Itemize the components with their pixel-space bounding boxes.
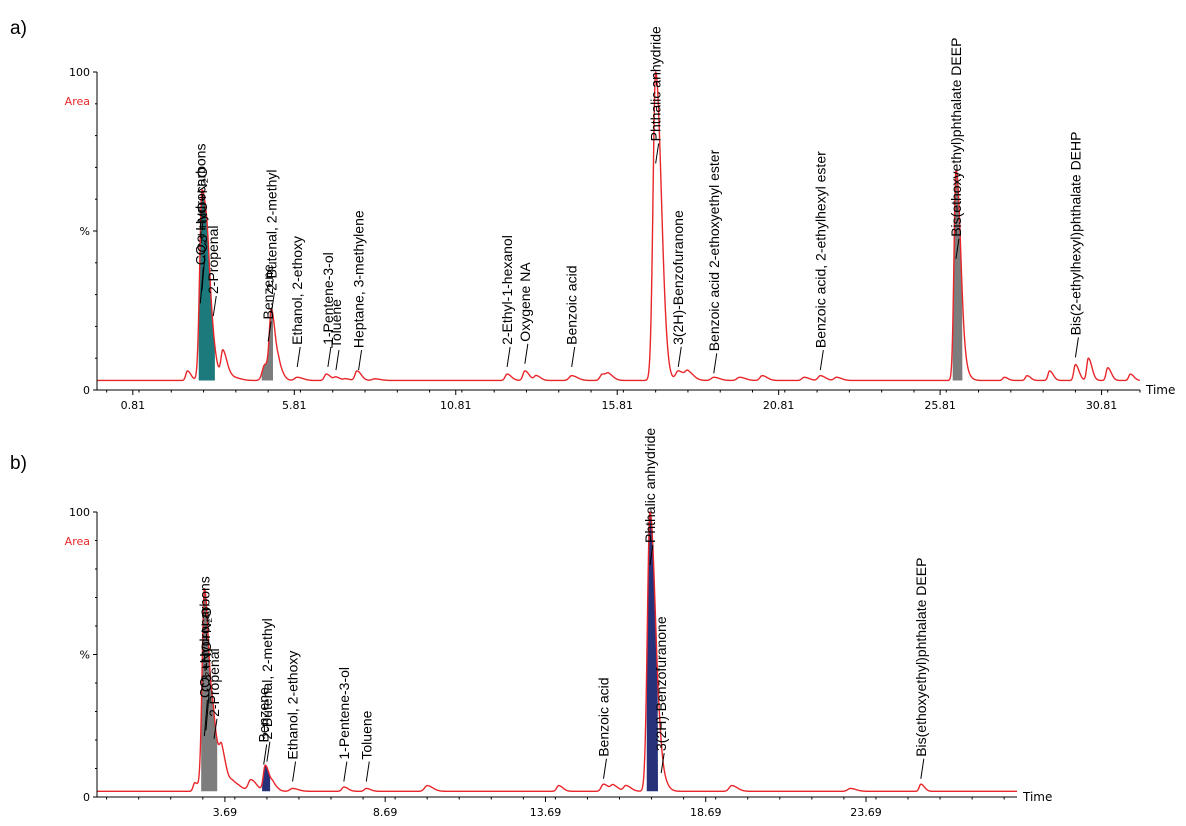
peak-annotation: Bis(ethoxyethyl)phthalate DEEP — [913, 558, 929, 757]
peak-annotation: Ethanol, 2-ethoxy — [289, 236, 305, 345]
peak-annotation: Benzene — [256, 687, 272, 742]
annotation-leader — [267, 321, 272, 342]
y-tick-label: 0 — [83, 791, 90, 804]
x-tick-label: 18.69 — [690, 806, 722, 819]
peak-annotation: Bis(2-ethylhexyl)phthalate DEHP — [1067, 132, 1083, 336]
peak-annotation: Phthalic anhydride — [648, 26, 664, 141]
x-tick-label: 8.69 — [373, 806, 398, 819]
chart-b: 100% 0 Area 3.69 8.69 13.69 18.69 23.69 Time CO₂+… — [65, 428, 1053, 819]
y-tick-label: % — [80, 225, 90, 238]
annotation-leader — [201, 254, 206, 291]
annotation-leader — [335, 350, 340, 371]
x-tick-label: 20.81 — [763, 399, 795, 412]
annotation-leader — [571, 346, 576, 367]
area-label: Area — [65, 535, 90, 548]
peak-annotation: Ethanol, 2-ethoxy — [285, 651, 301, 760]
peak-annotation: Oxygene NA — [517, 262, 533, 342]
peak-fill — [201, 588, 218, 792]
peak-annotation: Toluene — [328, 299, 344, 348]
annotation-leader — [649, 544, 654, 566]
peak-annotation: CO₂+Hydrocarbons — [192, 144, 208, 266]
x-tick-label: 15.81 — [601, 399, 633, 412]
annotation-leader — [524, 343, 529, 364]
annotation-leader — [365, 761, 370, 782]
annotation-leader — [213, 718, 218, 739]
x-tick-label: 3.69 — [213, 806, 238, 819]
annotation-leader — [955, 238, 960, 259]
area-label: Area — [65, 95, 90, 108]
peak-annotation: 2-Butenal, 2-methyl — [263, 169, 279, 290]
x-tick-label: 5.81 — [282, 399, 307, 412]
annotation-leader — [205, 694, 210, 731]
annotation-leader — [677, 346, 682, 367]
peak-annotation: Heptane, 3-methylene — [351, 210, 367, 348]
y-tick-label: 100 — [69, 66, 90, 79]
peak-annotation: 2-Propenal — [205, 226, 221, 295]
peak-annotation: 1-Pentene-3-ol — [336, 667, 352, 760]
annotation-leader — [660, 752, 665, 774]
x-axis-title: Time — [1022, 790, 1052, 804]
peak-annotation: 3(2H)-Benzofuranone — [653, 616, 669, 751]
panel-a-label: a) — [10, 18, 27, 39]
annotation-leader — [266, 741, 271, 762]
peak-annotation: 1-Pentene-3-ol — [320, 252, 336, 345]
peak-annotation: Benzoic acid 2-ethoxyethyl ester — [706, 149, 722, 351]
peak-annotation: Phthalic anhydride — [642, 428, 658, 543]
x-axis-title: Time — [1145, 383, 1175, 397]
y-tick-label: 100 — [69, 506, 90, 519]
annotation-leader — [1074, 337, 1079, 358]
chromatogram-trace — [96, 71, 1141, 382]
peak-annotation: Bis(ethoxyethyl)phthalate DEEP — [948, 38, 964, 237]
annotation-leader — [212, 295, 217, 317]
peak-fill — [198, 190, 215, 381]
x-tick-label: 30.81 — [1086, 399, 1118, 412]
chromatogram-trace — [96, 511, 1018, 792]
peak-annotation: CO₂+Hydrocarbons — [196, 576, 212, 698]
annotation-leader — [602, 758, 607, 779]
annotation-leader — [343, 761, 348, 782]
peak-annotation: Benzoic acid — [596, 677, 612, 756]
annotation-leader — [920, 758, 925, 779]
annotation-leader — [199, 267, 204, 304]
peak-annotation: 2-Butenal, 2-methyl — [259, 618, 275, 739]
annotation-leader — [263, 744, 268, 765]
annotation-leader — [292, 761, 297, 782]
x-tick-label: 23.69 — [850, 806, 882, 819]
peak-annotation: Benzoic acid — [564, 266, 580, 345]
peak-annotation: C3 +NO+N₂O — [198, 607, 214, 693]
y-tick-label: 0 — [83, 384, 90, 397]
annotation-leader — [327, 346, 332, 367]
x-tick-label: 13.69 — [530, 806, 562, 819]
x-tick-label: 0.81 — [121, 399, 146, 412]
peak-annotation: 2-Ethyl-1-hexanol — [499, 235, 515, 345]
annotation-leader — [655, 143, 660, 164]
annotation-leader — [203, 699, 208, 737]
peak-annotation: Benzoic acid, 2-ethylhexyl ester — [812, 151, 828, 348]
panel-b-label: b) — [10, 453, 27, 474]
peak-annotation: C3 +NO+N₂O — [194, 167, 210, 253]
annotation-leader — [358, 350, 363, 371]
annotation-leader — [296, 346, 301, 367]
peak-annotation: 2-Propenal — [206, 648, 222, 717]
annotation-leader — [819, 350, 824, 371]
annotation-leader — [713, 353, 718, 374]
annotation-leader — [270, 292, 275, 313]
peak-annotation: 3(2H)-Benzofuranone — [670, 210, 686, 345]
y-tick-label: % — [80, 649, 90, 662]
x-tick-label: 25.81 — [924, 399, 956, 412]
peak-fill — [646, 512, 658, 792]
annotation-leader — [506, 346, 511, 367]
chart-a: 100% 0 Area 0.81 5.81 10.81 15.81 20.81 25.81 30.… — [65, 26, 1176, 412]
x-tick-label: 10.81 — [440, 399, 472, 412]
peak-annotation: Toluene — [358, 710, 374, 759]
